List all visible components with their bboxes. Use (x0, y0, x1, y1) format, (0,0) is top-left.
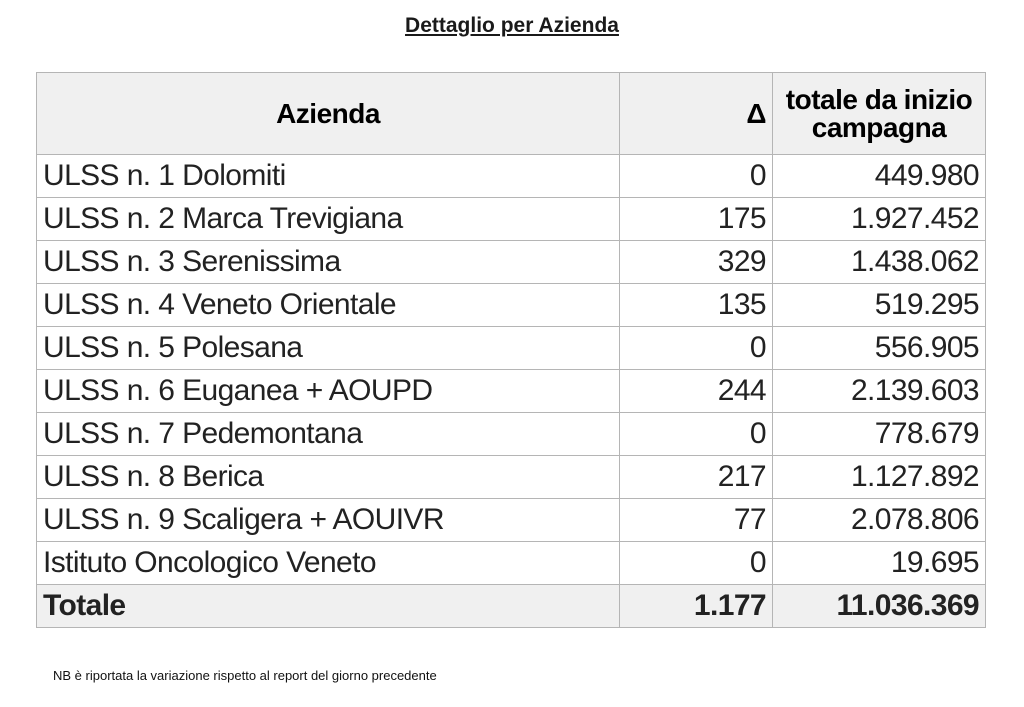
cell-azienda: ULSS n. 3 Serenissima (36, 240, 620, 284)
cell-delta: 0 (619, 541, 773, 585)
cell-azienda: ULSS n. 1 Dolomiti (36, 154, 620, 198)
cell-azienda: ULSS n. 9 Scaligera + AOUIVR (36, 498, 620, 542)
cell-azienda: ULSS n. 4 Veneto Orientale (36, 283, 620, 327)
cell-delta: 0 (619, 154, 773, 198)
cell-delta: 244 (619, 369, 773, 413)
cell-delta: 217 (619, 455, 773, 499)
table-row: ULSS n. 7 Pedemontana 0 778.679 (36, 412, 986, 456)
table-row: ULSS n. 6 Euganea + AOUPD 244 2.139.603 (36, 369, 986, 413)
footnote: NB è riportata la variazione rispetto al… (53, 668, 437, 683)
cell-azienda: Istituto Oncologico Veneto (36, 541, 620, 585)
cell-delta: 0 (619, 412, 773, 456)
cell-totale: 19.695 (772, 541, 986, 585)
total-totale: 11.036.369 (772, 584, 986, 628)
azienda-table: Azienda Δ totale da inizio campagna ULSS… (36, 72, 986, 628)
table-row: ULSS n. 5 Polesana 0 556.905 (36, 326, 986, 370)
total-row: Totale 1.177 11.036.369 (36, 584, 986, 628)
header-azienda: Azienda (36, 72, 620, 155)
cell-totale: 2.078.806 (772, 498, 986, 542)
cell-totale: 556.905 (772, 326, 986, 370)
cell-azienda: ULSS n. 5 Polesana (36, 326, 620, 370)
cell-totale: 2.139.603 (772, 369, 986, 413)
cell-totale: 1.927.452 (772, 197, 986, 241)
table-row: Istituto Oncologico Veneto 0 19.695 (36, 541, 986, 585)
cell-totale: 778.679 (772, 412, 986, 456)
cell-azienda: ULSS n. 7 Pedemontana (36, 412, 620, 456)
cell-delta: 135 (619, 283, 773, 327)
cell-totale: 519.295 (772, 283, 986, 327)
total-delta: 1.177 (619, 584, 773, 628)
table-row: ULSS n. 1 Dolomiti 0 449.980 (36, 154, 986, 198)
table-header-row: Azienda Δ totale da inizio campagna (36, 72, 986, 155)
table-row: ULSS n. 3 Serenissima 329 1.438.062 (36, 240, 986, 284)
cell-azienda: ULSS n. 8 Berica (36, 455, 620, 499)
cell-totale: 449.980 (772, 154, 986, 198)
table-row: ULSS n. 2 Marca Trevigiana 175 1.927.452 (36, 197, 986, 241)
cell-delta: 329 (619, 240, 773, 284)
table-row: ULSS n. 9 Scaligera + AOUIVR 77 2.078.80… (36, 498, 986, 542)
page-title: Dettaglio per Azienda (405, 14, 619, 37)
cell-delta: 77 (619, 498, 773, 542)
cell-azienda: ULSS n. 6 Euganea + AOUPD (36, 369, 620, 413)
cell-totale: 1.127.892 (772, 455, 986, 499)
cell-delta: 175 (619, 197, 773, 241)
header-totale: totale da inizio campagna (772, 72, 986, 155)
table-row: ULSS n. 8 Berica 217 1.127.892 (36, 455, 986, 499)
cell-delta: 0 (619, 326, 773, 370)
cell-azienda: ULSS n. 2 Marca Trevigiana (36, 197, 620, 241)
cell-totale: 1.438.062 (772, 240, 986, 284)
header-delta: Δ (619, 72, 773, 155)
total-label: Totale (36, 584, 620, 628)
table-row: ULSS n. 4 Veneto Orientale 135 519.295 (36, 283, 986, 327)
